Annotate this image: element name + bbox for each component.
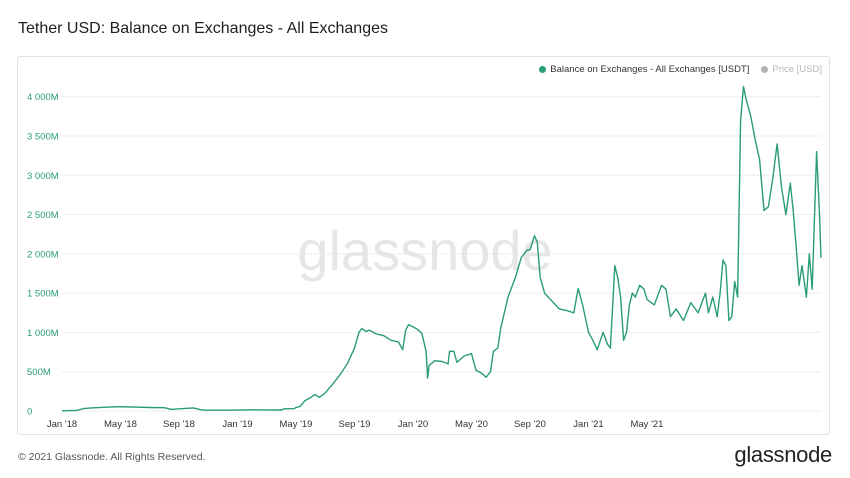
copyright-text: © 2021 Glassnode. All Rights Reserved.	[18, 451, 206, 463]
x-tick-label: Sep '19	[339, 419, 371, 430]
chart-panel	[17, 56, 830, 435]
legend-label-price: Price [USD]	[772, 64, 822, 75]
legend-item-balance[interactable]: Balance on Exchanges - All Exchanges [US…	[539, 64, 749, 75]
watermark-text: glassnode	[297, 219, 552, 282]
x-tick-label: May '18	[104, 419, 137, 430]
series-line-balance	[61, 85, 822, 412]
brand-logo[interactable]: glassnode	[734, 442, 832, 467]
x-tick-label: Jan '18	[47, 419, 77, 430]
page-title: Tether USD: Balance on Exchanges - All E…	[18, 20, 388, 37]
y-tick-label: 4 000M	[27, 92, 59, 103]
legend-item-price[interactable]: Price [USD]	[761, 64, 822, 75]
chart-legend: Balance on Exchanges - All Exchanges [US…	[539, 64, 822, 75]
y-tick-label: 0	[27, 407, 32, 418]
y-tick-label: 3 000M	[27, 171, 59, 182]
x-tick-label: May '19	[280, 419, 313, 430]
y-tick-label: 2 000M	[27, 249, 59, 260]
legend-label-balance: Balance on Exchanges - All Exchanges [US…	[550, 64, 750, 75]
x-tick-label: Sep '20	[514, 419, 546, 430]
x-tick-label: May '21	[630, 419, 663, 430]
y-tick-label: 3 500M	[27, 132, 59, 143]
legend-dot-balance	[539, 66, 547, 73]
x-tick-label: Jan '19	[222, 419, 252, 430]
legend-dot-price	[761, 66, 769, 73]
x-tick-label: Sep '18	[163, 419, 195, 430]
y-tick-label: 1 500M	[27, 289, 59, 300]
x-tick-label: May '20	[455, 419, 488, 430]
y-tick-label: 1 000M	[27, 328, 59, 339]
y-tick-label: 500M	[27, 367, 51, 378]
x-tick-label: Jan '20	[398, 419, 428, 430]
y-tick-label: 2 500M	[27, 210, 59, 221]
x-tick-label: Jan '21	[573, 419, 603, 430]
